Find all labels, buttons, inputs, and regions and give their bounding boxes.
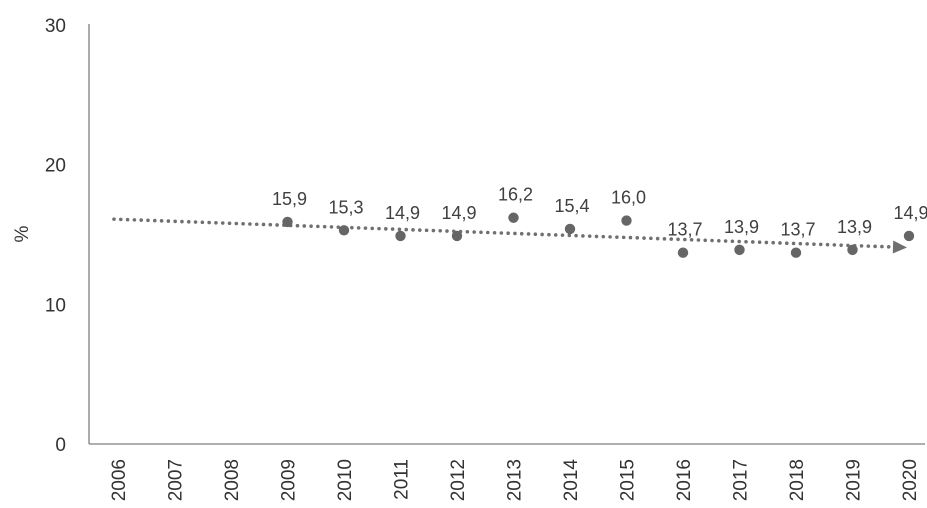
x-tick-label: 2008 [222, 459, 243, 501]
trendline-path [112, 217, 897, 249]
x-tick-label: 2007 [166, 459, 187, 501]
x-tick-label: 2014 [561, 459, 582, 502]
data-point-2020 [903, 230, 915, 242]
data-point-2012 [451, 230, 463, 242]
x-tick-label: 2018 [787, 459, 808, 501]
data-point-2016 [677, 247, 689, 258]
x-tick-label: 2009 [279, 459, 300, 501]
x-tick-label: 2015 [618, 459, 639, 501]
data-label-2013: 16,2 [498, 185, 533, 205]
data-label-2020: 14,9 [893, 203, 927, 223]
data-label-2019: 13,9 [837, 217, 872, 237]
y-tick-label: 0 [55, 435, 66, 456]
x-tick-label: 2017 [731, 459, 752, 501]
data-labels: 15,9 15,3 14,9 14,9 16,2 15,4 16,0 13,7 13,9 13,7… [272, 185, 927, 240]
data-label-2012: 14,9 [441, 203, 476, 223]
data-point-2010 [338, 225, 350, 236]
x-tick-label: 2010 [335, 459, 356, 501]
x-tick-label: 2012 [448, 459, 469, 501]
data-label-2014: 15,4 [554, 196, 589, 216]
data-label-2017: 13,9 [724, 217, 759, 237]
x-tick-label: 2016 [674, 459, 695, 501]
data-points [282, 212, 915, 258]
y-tick-labels: 0 10 20 30 [45, 16, 66, 456]
y-axis-title: % [12, 225, 33, 242]
data-point-2013 [508, 212, 519, 223]
data-label-2011: 14,9 [385, 203, 420, 223]
data-point-2018 [790, 247, 802, 258]
y-tick-label: 20 [45, 156, 66, 177]
data-point-2009 [282, 216, 293, 228]
x-tick-label: 2019 [844, 459, 865, 501]
x-tick-label: 2011 [392, 459, 413, 500]
x-tick-labels: 2006 2007 2008 2009 2010 2011 2012 2013 2014 2015… [109, 459, 921, 502]
y-tick-label: 10 [45, 295, 66, 316]
data-label-2018: 13,7 [780, 220, 815, 240]
data-point-2011 [395, 230, 406, 242]
y-tick-label: 30 [45, 16, 66, 37]
data-label-2009: 15,9 [272, 189, 307, 209]
trendline [112, 217, 907, 254]
data-point-2019 [847, 244, 858, 256]
data-point-2015 [621, 215, 632, 226]
x-tick-label: 2013 [505, 459, 526, 501]
data-label-2010: 15,3 [328, 197, 363, 217]
x-tick-label: 2006 [109, 459, 130, 501]
trendline-arrowhead [892, 240, 907, 254]
x-tick-label: 2020 [900, 459, 921, 501]
data-label-2016: 13,7 [667, 220, 702, 240]
data-point-2014 [564, 223, 576, 235]
data-label-2015: 16,0 [611, 188, 646, 208]
data-point-2017 [734, 244, 745, 256]
